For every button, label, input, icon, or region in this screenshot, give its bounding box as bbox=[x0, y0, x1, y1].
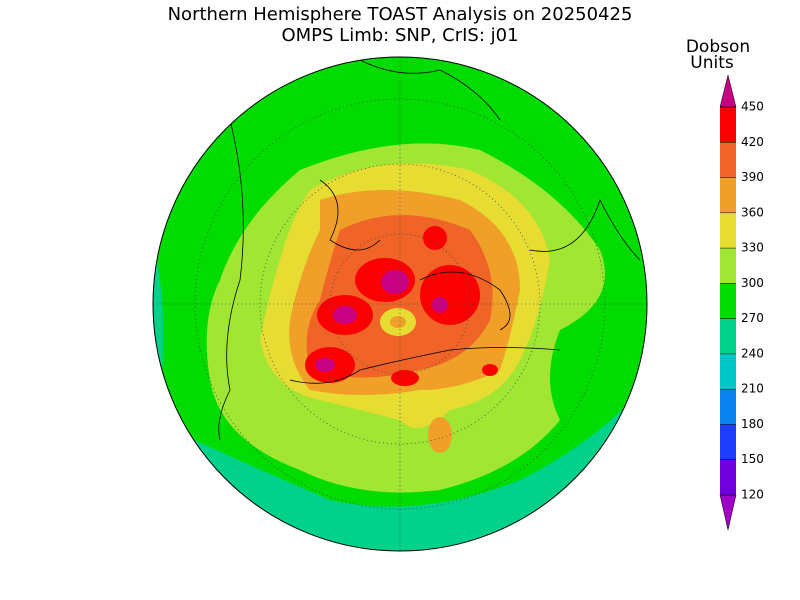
colorbar-tick-label: 150 bbox=[741, 452, 764, 466]
colorbar-arrow bbox=[719, 494, 737, 531]
colorbar: 120 150 180 210 240 270 300 330 360 390 420 450 bbox=[719, 74, 764, 531]
colorbar-segment bbox=[720, 424, 736, 460]
colorbar-segment bbox=[720, 177, 736, 213]
colorbar-tick-label: 120 bbox=[741, 488, 764, 502]
unit-label: Dobson bbox=[686, 37, 750, 57]
colorbar-segment bbox=[720, 212, 736, 249]
colorbar-tick-label: 180 bbox=[741, 417, 764, 431]
colorbar-tick-label: 270 bbox=[741, 311, 764, 325]
colorbar-segment bbox=[720, 389, 736, 425]
colorbar-segment bbox=[720, 283, 736, 319]
ozone-map bbox=[153, 57, 647, 551]
colorbar-tick-label: 210 bbox=[741, 382, 764, 396]
colorbar-tick-label: 420 bbox=[741, 135, 764, 149]
colorbar-tick-label: 390 bbox=[741, 170, 764, 184]
title: Northern Hemisphere TOAST Analysis on 20… bbox=[168, 4, 633, 25]
colorbar-segment bbox=[720, 318, 736, 354]
colorbar-tick-label: 450 bbox=[741, 100, 764, 114]
colorbar-tick-label: 300 bbox=[741, 276, 764, 290]
colorbar-segment bbox=[720, 142, 736, 178]
colorbar-segment bbox=[720, 353, 736, 390]
unit-label: Units bbox=[690, 53, 734, 73]
colorbar-tick-label: 330 bbox=[741, 241, 764, 255]
colorbar-tick-label: 360 bbox=[741, 205, 764, 219]
colorbar-tick-label: 240 bbox=[741, 346, 764, 360]
globe-edge bbox=[152, 56, 648, 552]
colorbar-arrow bbox=[719, 74, 737, 108]
subtitle: OMPS Limb: SNP, CrIS: j01 bbox=[281, 25, 518, 46]
colorbar-segment bbox=[720, 107, 736, 143]
colorbar-segment bbox=[720, 459, 736, 495]
colorbar-segment bbox=[720, 248, 736, 284]
